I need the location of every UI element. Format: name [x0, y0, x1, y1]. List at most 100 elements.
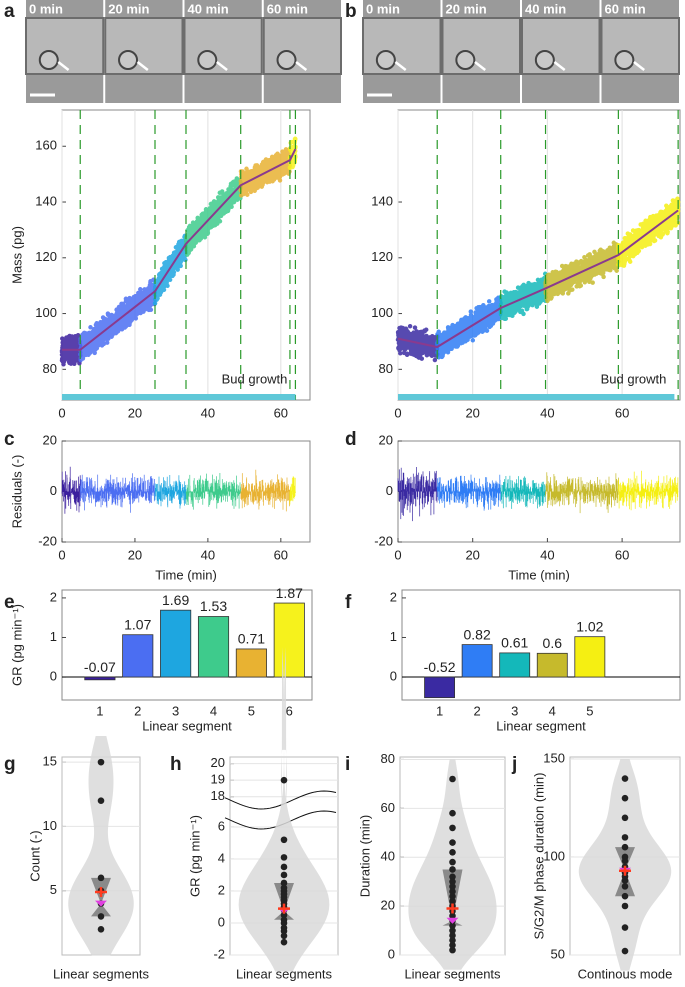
x-tick-label: 20 — [465, 547, 479, 562]
data-point — [97, 874, 105, 882]
panel-letter: b — [345, 1, 357, 22]
cell — [614, 50, 635, 70]
arrow — [57, 61, 70, 71]
y-tick-label: 100 — [543, 848, 565, 863]
trap-channel — [104, 17, 184, 75]
axis-break — [224, 790, 337, 810]
y-tick-label: 0 — [50, 668, 57, 683]
data-point — [449, 858, 456, 866]
data-point — [280, 938, 288, 946]
cell — [276, 50, 297, 70]
data-point — [621, 902, 629, 910]
x-tick-label: 60 — [274, 547, 288, 562]
mass-cloud — [152, 233, 189, 306]
y-tick-label: 20 — [43, 432, 57, 447]
value-label: 1.02 — [576, 618, 603, 634]
x-tick-label: 60 — [615, 405, 629, 420]
data-point — [97, 797, 105, 805]
data-point — [449, 897, 456, 905]
value-label: 0.61 — [501, 635, 528, 651]
data-point — [621, 947, 629, 955]
y-tick-label: 19 — [211, 772, 225, 787]
y-tick-label: 100 — [35, 305, 57, 320]
annotation: Bud growth — [601, 371, 667, 386]
bar — [499, 652, 531, 678]
x-tick-label: 3 — [511, 703, 518, 718]
value-label: 0.82 — [464, 626, 491, 642]
data-point — [280, 854, 288, 861]
y-tick-label: 20 — [211, 755, 225, 770]
y-tick-label: 80 — [43, 361, 57, 376]
y-tick-label: 100 — [371, 305, 393, 320]
x-tick-label: 20 — [128, 547, 142, 562]
data-point — [621, 843, 629, 851]
residual-trace — [545, 472, 619, 514]
y-tick-label: 2 — [390, 589, 397, 604]
trap-channel — [25, 17, 105, 75]
violin — [238, 646, 330, 972]
panel-letter: a — [4, 1, 15, 22]
y-tick-label: -20 — [374, 533, 393, 548]
y-axis-label: Duration (min) — [357, 815, 372, 897]
x-tick-label: 0 — [394, 547, 401, 562]
data-point — [449, 809, 456, 817]
mean-marker — [95, 887, 107, 897]
x-tick-label: 60 — [274, 405, 288, 420]
trap-channel — [600, 17, 680, 75]
frame-label: 40 min — [188, 1, 229, 16]
y-tick-label: 0 — [218, 914, 225, 929]
residual-trace — [61, 466, 81, 514]
y-tick-label: 150 — [543, 750, 565, 765]
value-label: 0.6 — [543, 635, 563, 651]
y-axis-label: S/G2/M phase duration (min) — [531, 773, 546, 940]
x-tick-label: 5 — [586, 703, 593, 718]
value-label: 0.71 — [238, 631, 265, 647]
y-tick-label: 80 — [379, 361, 393, 376]
x-tick-label: 4 — [210, 703, 217, 718]
value-label: 1.07 — [124, 616, 151, 632]
x-axis-label: Time (min) — [508, 567, 570, 582]
data-point — [449, 878, 456, 885]
data-point — [449, 839, 456, 846]
cell — [455, 50, 476, 70]
x-tick-label: 5 — [248, 703, 255, 718]
data-point — [449, 775, 456, 783]
x-tick-label: 1 — [96, 703, 103, 718]
y-tick-label: 2 — [50, 589, 57, 604]
y-axis-label: Residuals (-) — [9, 455, 24, 529]
y-tick-label: 0 — [50, 483, 57, 498]
annotation: Bud growth — [222, 371, 288, 386]
y-tick-label: 60 — [381, 800, 395, 815]
residual-trace — [397, 467, 438, 522]
violin — [68, 735, 134, 956]
y-tick-label: 140 — [35, 193, 57, 208]
residual-trace — [154, 475, 187, 509]
data-point — [97, 913, 105, 920]
cell — [534, 50, 555, 70]
frame-label: 20 min — [108, 1, 149, 16]
x-axis-label: Linear segment — [142, 718, 232, 733]
x-axis-label: Time (min) — [155, 567, 217, 582]
value-label: -0.07 — [84, 659, 116, 675]
y-tick-label: 0 — [388, 946, 395, 961]
trap-channel — [262, 17, 342, 75]
y-axis-label: Count (-) — [27, 830, 42, 881]
residual-trace — [185, 473, 242, 510]
y-tick-label: -20 — [38, 533, 57, 548]
y-tick-label: 140 — [371, 193, 393, 208]
value-label: 1.69 — [162, 592, 189, 608]
data-point — [621, 883, 629, 890]
mean-marker — [278, 903, 290, 914]
y-tick-label: 5 — [50, 882, 57, 897]
y-tick-label: 6 — [218, 818, 225, 833]
y-tick-label: -2 — [213, 946, 225, 961]
frame-label: 60 min — [605, 1, 646, 16]
mass-cloud — [498, 271, 548, 321]
data-point — [280, 776, 288, 784]
x-tick-label: 6 — [286, 703, 293, 718]
residual-trace — [618, 470, 679, 511]
data-point — [449, 941, 456, 949]
y-tick-label: 0 — [390, 668, 397, 683]
data-point — [621, 775, 629, 782]
value-label: 1.87 — [276, 585, 303, 601]
